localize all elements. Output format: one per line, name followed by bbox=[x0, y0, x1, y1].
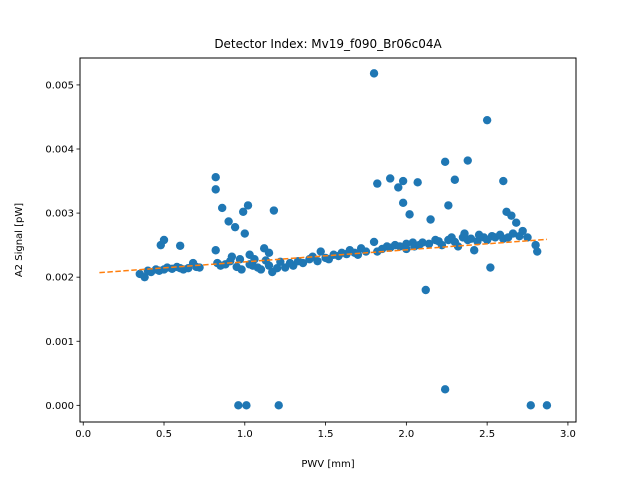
data-point bbox=[238, 207, 248, 216]
data-point bbox=[274, 401, 283, 410]
y-tick-label: 0.003 bbox=[45, 209, 74, 220]
x-axis: 0.0 0.5 1.0 1.5 2.0 2.5 3.0 bbox=[75, 422, 576, 440]
data-point bbox=[398, 198, 408, 208]
data-point bbox=[234, 401, 243, 410]
data-point bbox=[533, 247, 542, 256]
data-point bbox=[499, 176, 508, 186]
data-point bbox=[227, 252, 237, 261]
data-point bbox=[313, 256, 322, 266]
fit-line bbox=[99, 238, 547, 274]
data-point bbox=[470, 246, 479, 255]
data-point bbox=[237, 265, 246, 274]
data-point bbox=[507, 211, 516, 220]
x-tick-label: 3.0 bbox=[560, 429, 576, 440]
data-point bbox=[453, 242, 463, 251]
data-point bbox=[426, 215, 435, 224]
data-point bbox=[531, 240, 540, 250]
data-point bbox=[463, 156, 472, 165]
data-point bbox=[466, 234, 476, 243]
y-tick-label: 0.001 bbox=[45, 337, 74, 348]
y-tick-label: 0.004 bbox=[45, 145, 74, 156]
data-point bbox=[369, 237, 379, 247]
data-point bbox=[224, 217, 233, 226]
data-point bbox=[440, 385, 450, 394]
data-point bbox=[235, 255, 245, 264]
data-point bbox=[526, 401, 535, 410]
data-point bbox=[405, 210, 414, 219]
data-point bbox=[211, 173, 220, 182]
y-tick-label: 0.000 bbox=[45, 401, 74, 412]
data-point bbox=[242, 401, 251, 410]
data-point bbox=[421, 285, 430, 295]
data-point bbox=[211, 246, 220, 255]
x-tick-label: 0.5 bbox=[156, 429, 172, 440]
data-point bbox=[272, 264, 282, 273]
chart-title: Detector Index: Mv19_f090_Br06c04A bbox=[214, 37, 442, 51]
data-point bbox=[482, 115, 492, 125]
data-point bbox=[264, 248, 274, 258]
y-axis: 0.000 0.001 0.002 0.003 0.004 0.005 bbox=[45, 80, 80, 412]
x-tick-label: 1.0 bbox=[237, 429, 253, 440]
data-point bbox=[398, 176, 408, 186]
data-point bbox=[440, 157, 450, 167]
data-point bbox=[217, 203, 227, 213]
data-point bbox=[316, 247, 325, 256]
data-point bbox=[460, 229, 469, 238]
x-axis-label: PWV [mm] bbox=[301, 459, 354, 470]
data-point bbox=[444, 201, 453, 210]
data-point bbox=[386, 174, 395, 183]
data-point bbox=[418, 238, 427, 247]
data-point bbox=[413, 178, 422, 187]
data-point bbox=[369, 69, 379, 78]
data-point bbox=[175, 241, 185, 250]
data-point bbox=[373, 179, 382, 188]
data-point bbox=[486, 263, 495, 272]
data-point bbox=[250, 255, 259, 264]
x-tick-label: 1.5 bbox=[318, 429, 334, 440]
data-point bbox=[473, 237, 482, 246]
data-point bbox=[402, 244, 411, 254]
data-point bbox=[243, 201, 253, 210]
y-axis-label: A2 Signal [pW] bbox=[14, 203, 25, 277]
x-tick-label: 0.0 bbox=[75, 429, 91, 440]
data-point bbox=[256, 265, 266, 274]
data-point bbox=[159, 235, 169, 245]
data-point bbox=[395, 242, 405, 251]
y-tick-label: 0.002 bbox=[45, 273, 74, 284]
data-point bbox=[140, 272, 149, 282]
data-point bbox=[298, 258, 308, 268]
data-point bbox=[240, 229, 249, 238]
data-point bbox=[523, 233, 532, 242]
data-point bbox=[264, 261, 274, 270]
data-point bbox=[508, 229, 518, 238]
y-tick-label: 0.005 bbox=[45, 80, 74, 91]
data-point bbox=[211, 185, 220, 194]
data-point bbox=[450, 175, 460, 184]
data-point bbox=[361, 247, 371, 256]
x-tick-label: 2.0 bbox=[398, 429, 414, 440]
data-point bbox=[518, 226, 527, 236]
data-point bbox=[269, 206, 279, 215]
axes-frame bbox=[79, 57, 577, 423]
data-point bbox=[230, 222, 240, 232]
data-point bbox=[424, 239, 434, 249]
data-point bbox=[542, 401, 552, 410]
data-point bbox=[394, 183, 403, 192]
data-point bbox=[512, 218, 521, 227]
x-tick-label: 2.5 bbox=[479, 429, 495, 440]
plot-area bbox=[99, 69, 552, 410]
